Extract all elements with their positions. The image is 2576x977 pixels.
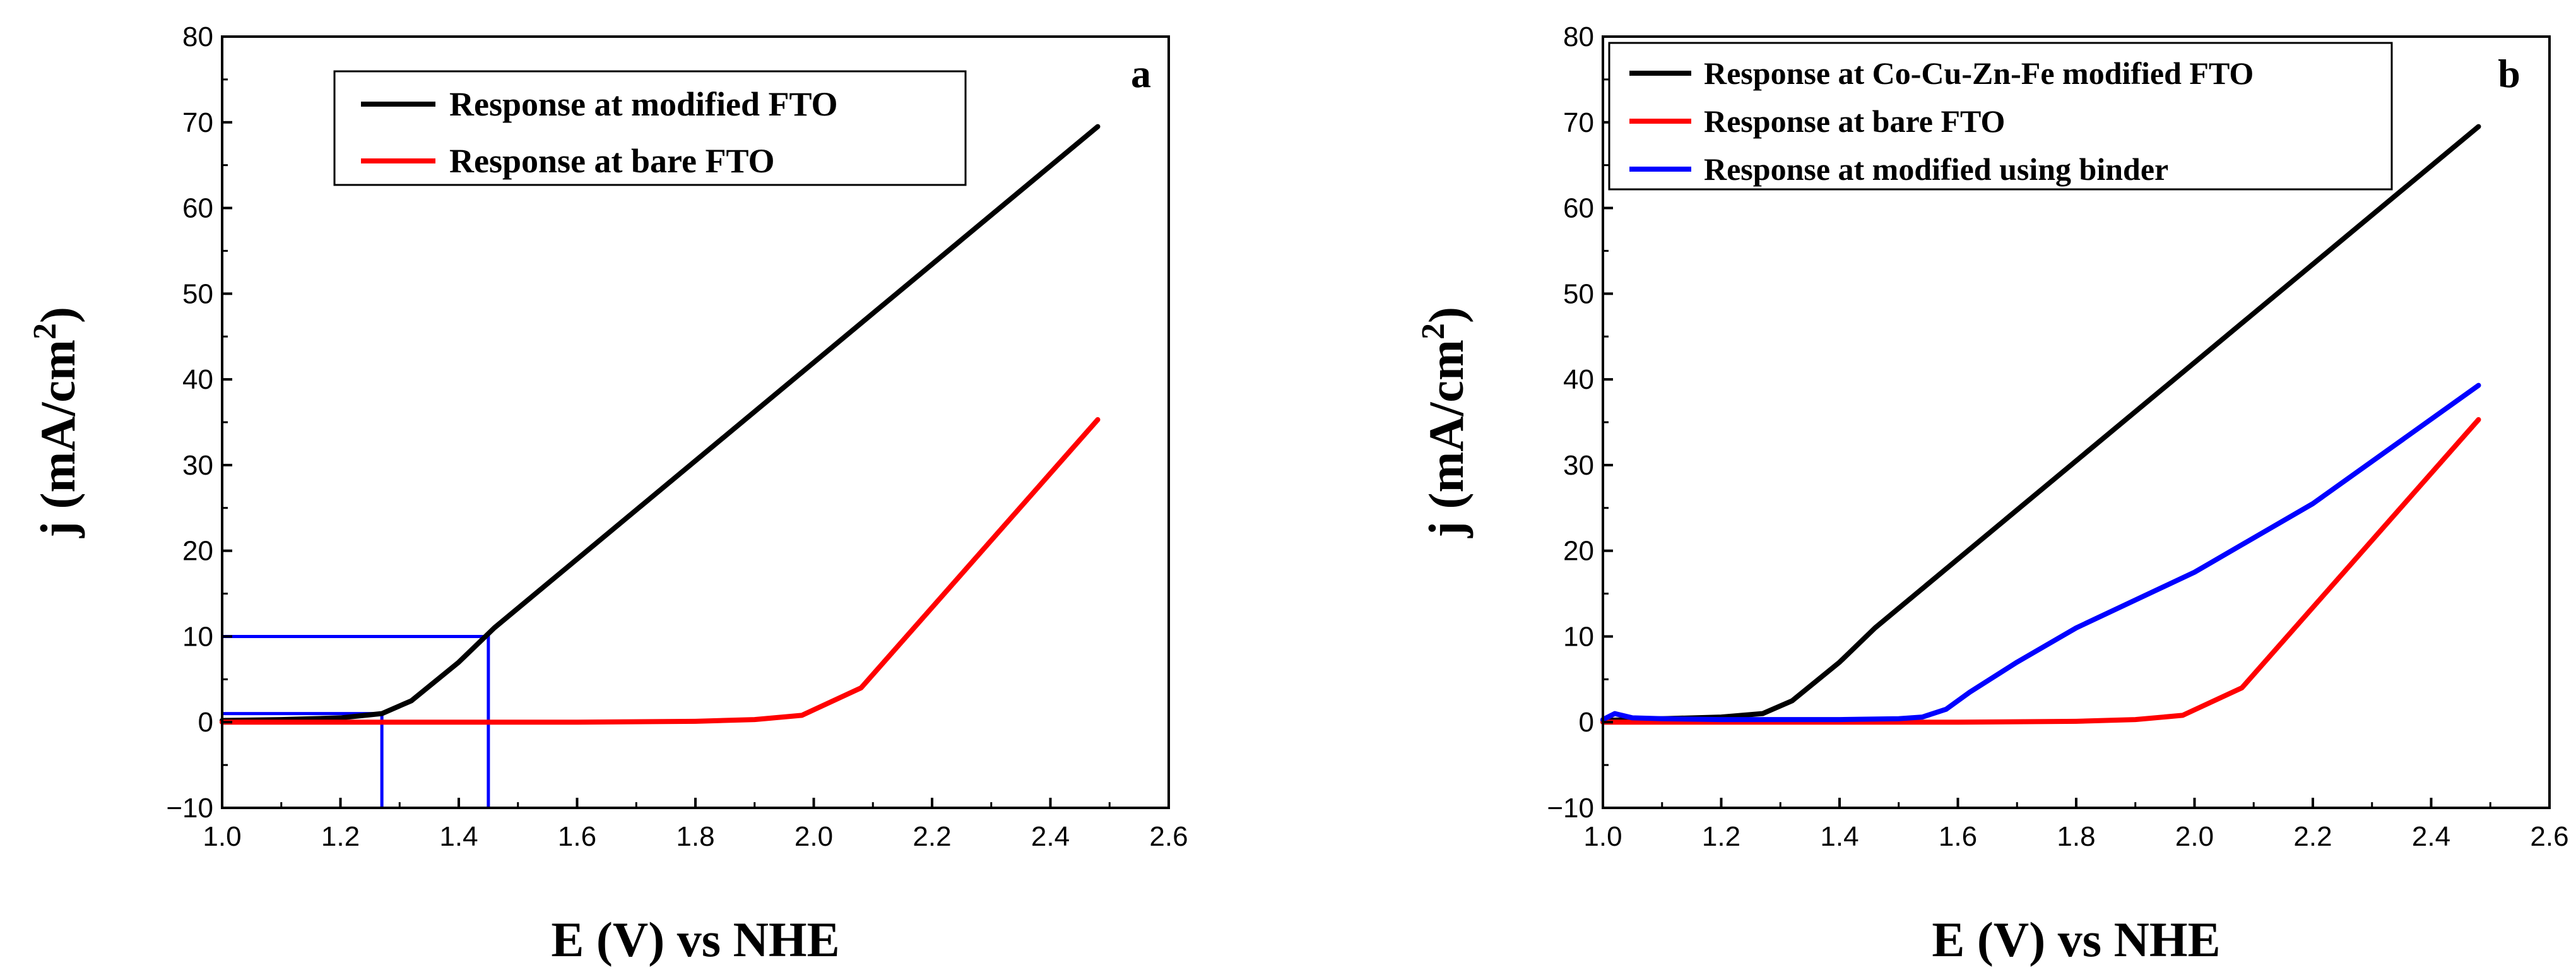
panel-a-series-1-line [220, 417, 1101, 725]
panel-a-ticks: 1.0 1.2 1.4 1.6 1.8 2.0 2.2 2.4 2.6 −10 0 10 20 30 40 5… [166, 21, 1188, 852]
panel-b-legend-box [1608, 42, 2393, 191]
panel-b-x-tick-label: 1.0 [1583, 821, 1622, 852]
panel-a-legend-label-0: Response at modified FTO [449, 85, 838, 123]
panel-b-x-tick-label: 1.2 [1702, 821, 1740, 852]
panel-a-x-tick-label: 2.2 [913, 821, 951, 852]
panel-a-legend: Response at modified FTO Response at bar… [333, 70, 967, 186]
panel-a-x-tick-label: 1.2 [321, 821, 360, 852]
panel-a-x-tick-label: 1.6 [558, 821, 596, 852]
panel-b-label: b [2498, 51, 2520, 96]
panel-b-y-tick-label: −10 [1547, 793, 1594, 824]
panel-a-series-layer [220, 124, 1101, 808]
panel-b-y-axis-title-sup: 2 [1415, 323, 1451, 340]
panel-a-label: a [1131, 51, 1151, 96]
panel-b-series-layer [1600, 124, 2481, 725]
panel-b-x-tick-label: 2.2 [2293, 821, 2332, 852]
panel-b-y-tick-label: 20 [1563, 536, 1594, 567]
panel-b-y-tick-label: 70 [1563, 107, 1594, 138]
panel-b-y-tick-label: 60 [1563, 193, 1594, 224]
panel-b-x-tick-label: 1.6 [1939, 821, 1977, 852]
panel-b-series-0-line [1600, 124, 2481, 723]
panel-a-x-tick-label: 1.0 [203, 821, 241, 852]
panel-b-x-tick-label: 2.0 [2175, 821, 2214, 852]
panel-b-y-axis-title-main: j (mA/cm [1419, 340, 1474, 538]
panel-b-y-axis-title-end: ) [1419, 307, 1474, 323]
panel-b-y-tick-label: 30 [1563, 450, 1594, 481]
panel-a-legend-box [333, 70, 967, 186]
panel-a-x-axis-title: E (V) vs NHE [551, 912, 839, 967]
panel-b-series-1-line [1600, 417, 2481, 725]
panel-a-y-tick-label: 60 [182, 193, 213, 224]
panel-b-y-tick-label: 40 [1563, 364, 1594, 395]
panel-b-series-2-line [1600, 382, 2481, 723]
panel-b: 1.0 1.2 1.4 1.6 1.8 2.0 2.2 2.4 2.6 −10 0 10 20 30 40 5… [1415, 21, 2569, 967]
panel-b-x-tick-label: 2.4 [2412, 821, 2450, 852]
panel-a-legend-label-1: Response at bare FTO [449, 142, 775, 180]
panel-a-y-axis-title-main: j (mA/cm [30, 340, 85, 538]
panel-a-y-axis-title: j (mA/cm2) [27, 307, 85, 538]
panel-a-series-0-line [220, 124, 1101, 723]
panel-a-x-tick-label: 1.4 [439, 821, 478, 852]
panel-a-x-tick-label: 1.8 [676, 821, 714, 852]
panel-a-x-tick-label: 2.4 [1031, 821, 1070, 852]
panel-b-y-tick-label: 80 [1563, 21, 1594, 52]
panel-a-y-tick-label: −10 [166, 793, 213, 824]
panel-b-y-tick-label: 50 [1563, 278, 1594, 309]
panel-a: 1.0 1.2 1.4 1.6 1.8 2.0 2.2 2.4 2.6 −10 0 10 20 30 40 5… [27, 21, 1188, 967]
panel-b-x-tick-label: 2.6 [2530, 821, 2568, 852]
panel-b-y-tick-label: 10 [1563, 621, 1594, 652]
panel-a-y-tick-label: 0 [198, 707, 213, 738]
panel-a-x-tick-label: 2.0 [795, 821, 833, 852]
panel-a-y-axis-title-end: ) [30, 307, 85, 323]
panel-a-x-tick-label: 2.6 [1149, 821, 1188, 852]
panel-a-y-tick-label: 30 [182, 450, 213, 481]
panel-b-x-axis-title: E (V) vs NHE [1932, 912, 2220, 967]
panel-a-y-tick-label: 70 [182, 107, 213, 138]
panel-a-y-tick-label: 50 [182, 278, 213, 309]
panel-b-ticks: 1.0 1.2 1.4 1.6 1.8 2.0 2.2 2.4 2.6 −10 0 10 20 30 40 5… [1547, 21, 2568, 852]
panel-b-legend-label-1: Response at bare FTO [1704, 104, 2005, 139]
panel-a-y-tick-label: 40 [182, 364, 213, 395]
panel-b-y-tick-label: 0 [1579, 707, 1594, 738]
panel-b-x-tick-label: 1.4 [1820, 821, 1858, 852]
panel-b-legend: Response at Co-Cu-Zn-Fe modified FTO Res… [1608, 42, 2393, 191]
panel-a-y-tick-label: 20 [182, 536, 213, 567]
panel-b-x-tick-label: 1.8 [2057, 821, 2095, 852]
panel-b-legend-label-0: Response at Co-Cu-Zn-Fe modified FTO [1704, 56, 2254, 91]
panel-a-guide-line-1 [222, 712, 384, 808]
panel-b-legend-label-2: Response at modified using binder [1704, 151, 2168, 187]
panel-a-y-axis-title-sup: 2 [27, 323, 63, 340]
panel-a-y-tick-label: 80 [182, 21, 213, 52]
panel-a-y-tick-label: 10 [182, 621, 213, 652]
panel-b-y-axis-title: j (mA/cm2) [1415, 307, 1474, 538]
